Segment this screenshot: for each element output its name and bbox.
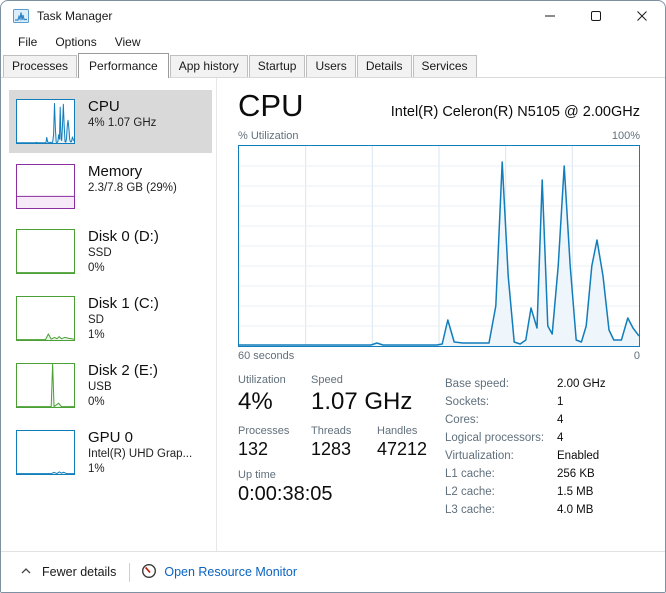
content-area: CPU 4% 1.07 GHz Memory 2.3/7.8 GB (29%) … (1, 78, 665, 551)
detail-row-virtualization: Virtualization: Enabled (445, 450, 600, 462)
tab-strip: Processes Performance App history Startu… (1, 53, 665, 78)
tab-services[interactable]: Services (412, 55, 477, 77)
sidebar-item-gpu0[interactable]: GPU 0 Intel(R) UHD Grap... 1% (9, 421, 212, 486)
tab-startup[interactable]: Startup (248, 55, 306, 77)
detail-row-l2-cache: L2 cache: 1.5 MB (445, 486, 594, 498)
cpu-utilization-chart[interactable] (238, 145, 640, 347)
handles-value: 47212 (377, 439, 428, 459)
tab-users[interactable]: Users (306, 55, 356, 77)
detail-row-l3-cache: L3 cache: 4.0 MB (445, 504, 594, 516)
cpu-panel: CPU Intel(R) Celeron(R) N5105 @ 2.00GHz … (217, 78, 665, 551)
sidebar-item-disk2[interactable]: Disk 2 (E:) USB 0% (9, 354, 212, 419)
sidebar-disk2-type: USB (88, 381, 112, 393)
disk1-mini-chart (16, 296, 75, 341)
detail-row-base-speed: Base speed: 2.00 GHz (445, 378, 606, 390)
menu-bar: File Options View (1, 31, 665, 53)
menu-options[interactable]: Options (55, 35, 97, 49)
chevron-up-icon (19, 564, 33, 581)
sidebar-item-disk0[interactable]: Disk 0 (D:) SSD 0% (9, 220, 212, 285)
disk0-mini-chart (16, 229, 75, 274)
title-bar: Task Manager (1, 1, 665, 31)
processes-label: Processes (238, 425, 290, 437)
sidebar-disk1-type: SD (88, 314, 104, 326)
sidebar-gpu0-usage: 1% (88, 463, 105, 475)
handles-label: Handles (377, 425, 418, 437)
sidebar-item-disk1[interactable]: Disk 1 (C:) SD 1% (9, 287, 212, 352)
detail-row-cores: Cores: 4 (445, 414, 564, 426)
processor-name: Intel(R) Celeron(R) N5105 @ 2.00GHz (390, 104, 640, 120)
cpu-mini-chart (16, 99, 75, 144)
sidebar-item-memory[interactable]: Memory 2.3/7.8 GB (29%) (9, 155, 212, 218)
sidebar-gpu0-title: GPU 0 (88, 429, 134, 446)
sidebar-disk1-usage: 1% (88, 329, 105, 341)
resource-monitor-icon (141, 563, 157, 582)
gpu0-mini-chart (16, 430, 75, 475)
sidebar-disk2-usage: 0% (88, 396, 105, 408)
detail-row-l1-cache: L1 cache: 256 KB (445, 468, 595, 480)
uptime-value: 0:00:38:05 (238, 483, 333, 505)
uptime-label: Up time (238, 469, 276, 481)
sidebar-disk0-type: SSD (88, 247, 112, 259)
task-manager-app-icon (13, 8, 29, 24)
sidebar-memory-stats: 2.3/7.8 GB (29%) (88, 182, 177, 194)
fewer-details-label: Fewer details (42, 565, 117, 579)
sidebar-cpu-stats: 4% 1.07 GHz (88, 117, 157, 129)
disk2-mini-chart (16, 363, 75, 408)
tab-performance[interactable]: Performance (78, 53, 169, 78)
menu-file[interactable]: File (18, 35, 38, 49)
chart-y-axis-label: % Utilization (238, 130, 299, 142)
fewer-details-button[interactable]: Fewer details (19, 564, 116, 581)
performance-sidebar: CPU 4% 1.07 GHz Memory 2.3/7.8 GB (29%) … (1, 78, 217, 551)
menu-view[interactable]: View (114, 35, 141, 49)
sidebar-disk0-title: Disk 0 (D:) (88, 228, 159, 245)
footer-separator (129, 562, 131, 582)
open-resource-monitor-label: Open Resource Monitor (164, 565, 298, 579)
panel-title: CPU (238, 88, 304, 123)
footer-bar: Fewer details Open Resource Monitor (1, 551, 665, 592)
memory-mini-chart (16, 164, 75, 209)
speed-value: 1.07 GHz (311, 388, 413, 415)
cpu-stats-block: Utilization 4% Speed 1.07 GHz Processes … (238, 374, 445, 551)
minimize-button[interactable] (527, 1, 573, 31)
maximize-button[interactable] (573, 1, 619, 31)
detail-row-sockets: Sockets: 1 (445, 396, 564, 408)
sidebar-memory-title: Memory (88, 163, 143, 180)
tab-processes[interactable]: Processes (3, 55, 78, 77)
close-button[interactable] (619, 1, 665, 31)
threads-label: Threads (311, 425, 352, 437)
cpu-details-block: Base speed: 2.00 GHz Sockets: 1 Cores: 4… (445, 374, 640, 551)
sidebar-disk2-title: Disk 2 (E:) (88, 362, 159, 379)
processes-value: 132 (238, 439, 269, 459)
tab-details[interactable]: Details (356, 55, 412, 77)
chart-y-max-label: 100% (611, 130, 640, 142)
utilization-label: Utilization (238, 374, 286, 386)
sidebar-gpu0-name: Intel(R) UHD Grap... (88, 448, 193, 460)
open-resource-monitor-link[interactable]: Open Resource Monitor (141, 563, 297, 582)
sidebar-disk0-usage: 0% (88, 262, 105, 274)
threads-value: 1283 (311, 439, 352, 459)
detail-row-logical-processors: Logical processors: 4 (445, 432, 564, 444)
utilization-value: 4% (238, 388, 273, 415)
window-title: Task Manager (37, 9, 113, 23)
speed-label: Speed (311, 374, 343, 386)
chart-x-left-label: 60 seconds (238, 350, 295, 362)
sidebar-cpu-title: CPU (88, 98, 120, 115)
sidebar-disk1-title: Disk 1 (C:) (88, 295, 159, 312)
chart-x-right-label: 0 (633, 350, 640, 362)
sidebar-item-cpu[interactable]: CPU 4% 1.07 GHz (9, 90, 212, 153)
tab-app-history[interactable]: App history (169, 55, 248, 77)
